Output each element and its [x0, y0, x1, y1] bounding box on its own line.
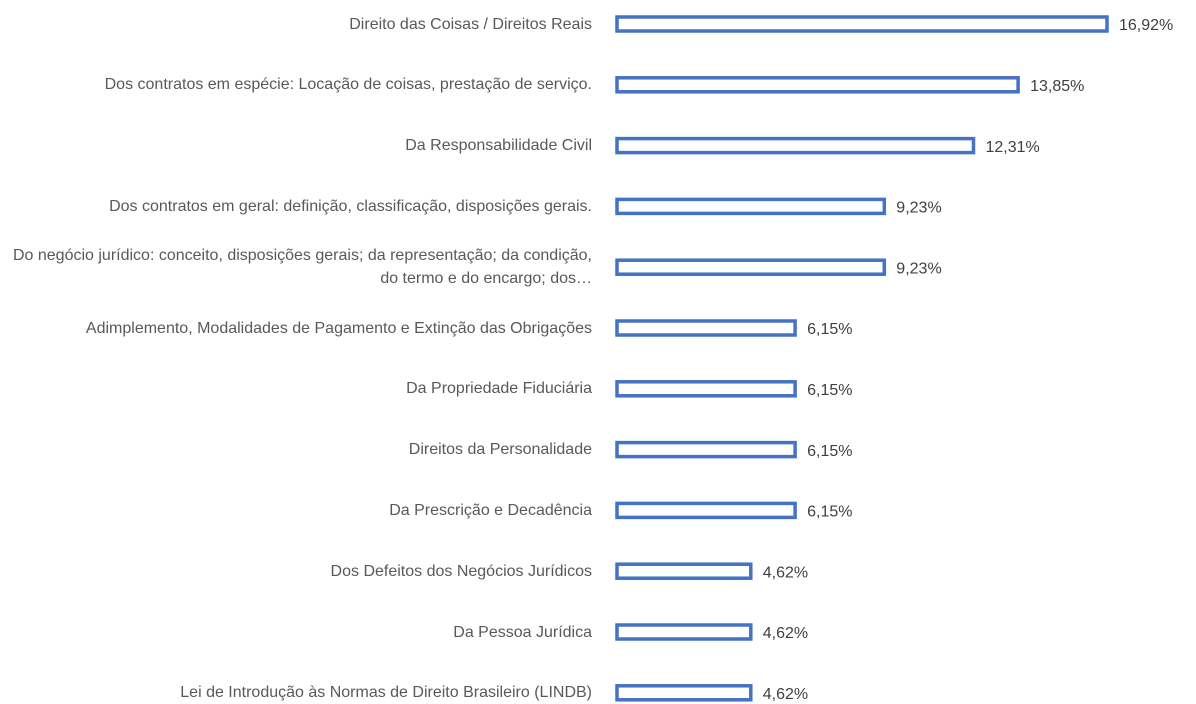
category-text: Do negócio jurídico: conceito, disposiçõ…: [12, 247, 592, 288]
category-text: Da Responsabilidade Civil: [405, 137, 592, 155]
category-text: Direitos da Personalidade: [408, 441, 592, 459]
value-label: 4,62%: [763, 625, 808, 642]
category-text: Da Pessoa Jurídica: [453, 623, 592, 641]
bar: [615, 623, 753, 641]
category-label: Da Pessoa Jurídica: [4, 602, 592, 662]
category-label: Direito das Coisas / Direitos Reais: [4, 0, 592, 54]
category-label: Da Responsabilidade Civil: [4, 116, 592, 176]
bar: [615, 136, 976, 155]
category-label: Lei de Introdução às Normas de Direito B…: [4, 663, 592, 704]
bar: [615, 197, 887, 216]
value-label: 16,92%: [1119, 17, 1173, 34]
category-label: Direitos da Personalidade: [4, 420, 592, 480]
category-label: Adimplemento, Modalidades de Pagamento e…: [4, 298, 592, 358]
category-text: Lei de Introdução às Normas de Direito B…: [180, 684, 592, 702]
value-label: 6,15%: [807, 321, 852, 338]
category-text: Da Prescrição e Decadência: [389, 501, 592, 519]
bar: [615, 684, 753, 702]
value-label: 4,62%: [763, 564, 808, 581]
value-label: 6,15%: [807, 443, 852, 460]
category-text: Direito das Coisas / Direitos Reais: [349, 15, 592, 33]
value-label: 4,62%: [763, 686, 808, 703]
value-label: 13,85%: [1030, 78, 1084, 95]
category-label: Do negócio jurídico: conceito, disposiçõ…: [4, 237, 592, 297]
bar: [615, 15, 1109, 33]
category-label: Da Propriedade Fiduciária: [4, 359, 592, 419]
category-text: Adimplemento, Modalidades de Pagamento e…: [85, 319, 592, 337]
bar: [615, 258, 887, 276]
value-label: 6,15%: [807, 382, 852, 399]
value-label: 9,23%: [896, 260, 941, 277]
bar: [615, 562, 753, 580]
category-label: Dos contratos em espécie: Locação de coi…: [4, 55, 592, 115]
value-label: 12,31%: [985, 139, 1039, 156]
bar: [615, 380, 797, 398]
category-label: Dos Defeitos dos Negócios Jurídicos: [4, 541, 592, 601]
category-text: Da Propriedade Fiduciária: [406, 380, 592, 398]
bar: [615, 501, 797, 520]
bar: [615, 440, 797, 459]
category-label: Dos contratos em geral: definição, class…: [4, 176, 592, 236]
bar: [615, 319, 797, 337]
category-label: Da Prescrição e Decadência: [4, 480, 592, 540]
bar: [615, 76, 1020, 94]
category-text: Dos contratos em geral: definição, class…: [109, 197, 592, 215]
category-text: Dos Defeitos dos Negócios Jurídicos: [330, 562, 592, 580]
category-text: Dos contratos em espécie: Locação de coi…: [104, 76, 592, 94]
value-label: 6,15%: [807, 504, 852, 521]
value-label: 9,23%: [896, 200, 941, 217]
